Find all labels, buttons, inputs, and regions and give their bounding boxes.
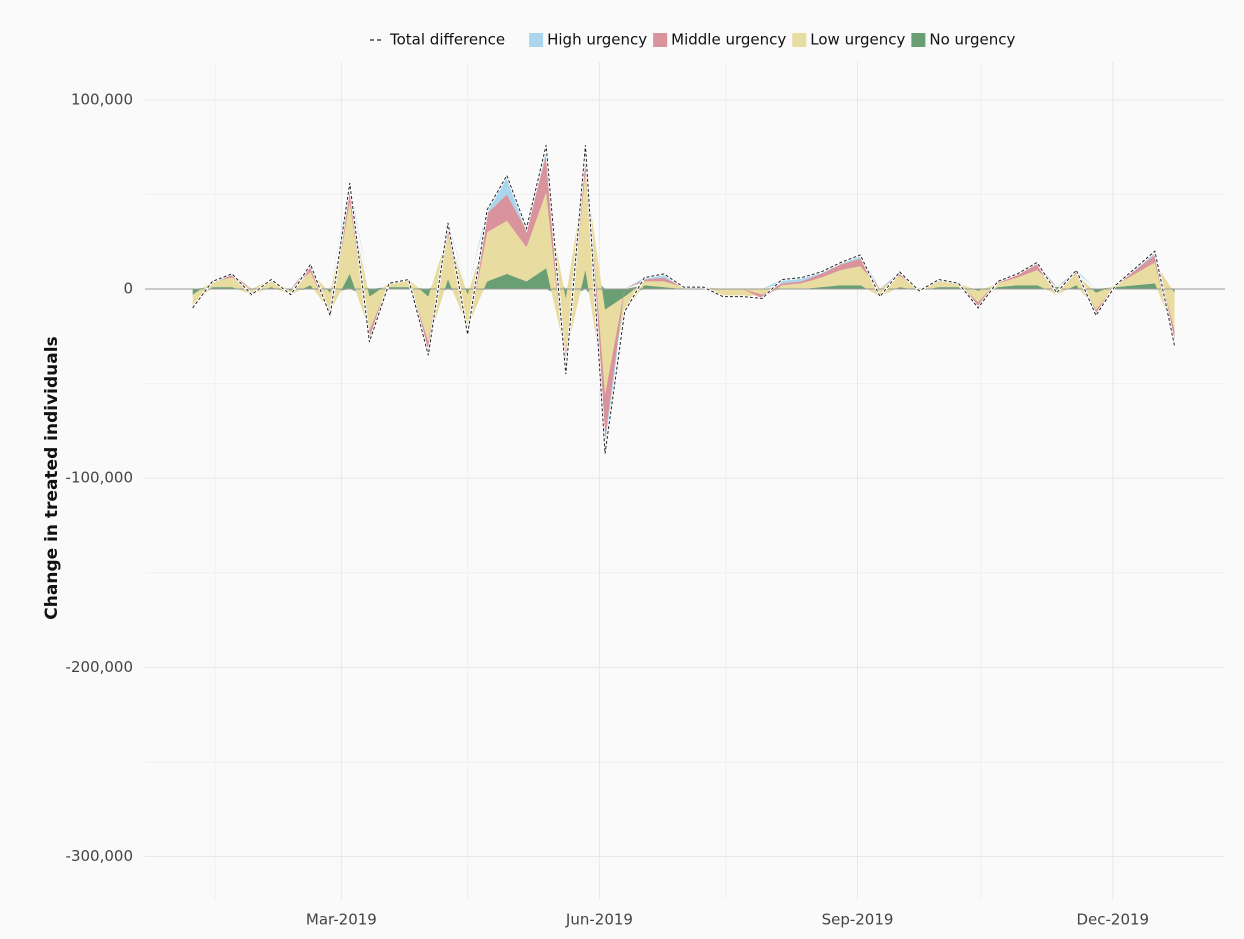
y-tick-label: -100,000 (66, 469, 133, 487)
legend-swatch (911, 33, 926, 47)
legend-label: No urgency (929, 31, 1015, 49)
x-tick-label: Mar-2019 (306, 911, 377, 929)
legend-swatch (792, 33, 807, 47)
legend-swatch (529, 33, 544, 47)
y-tick-label: -200,000 (66, 658, 133, 676)
legend-label: Low urgency (810, 31, 905, 49)
legend-label: High urgency (547, 31, 647, 49)
total-line (192, 145, 1175, 454)
y-tick-label: 0 (123, 279, 133, 297)
y-tick-label: -300,000 (66, 847, 133, 865)
areas (145, 144, 1225, 454)
legend: Total difference High urgency Middle urgen… (370, 31, 1015, 49)
x-tick-label: Dec-2019 (1076, 911, 1149, 929)
y-axis-label: Change in treated individuals (42, 336, 62, 619)
legend-label: Middle urgency (671, 31, 786, 49)
legend-swatch (653, 33, 668, 47)
x-tick-label: Jun-2019 (565, 911, 633, 929)
y-tick-label: 100,000 (71, 90, 133, 108)
legend-label: Total difference (389, 31, 505, 49)
x-tick-label: Sep-2019 (822, 911, 894, 929)
